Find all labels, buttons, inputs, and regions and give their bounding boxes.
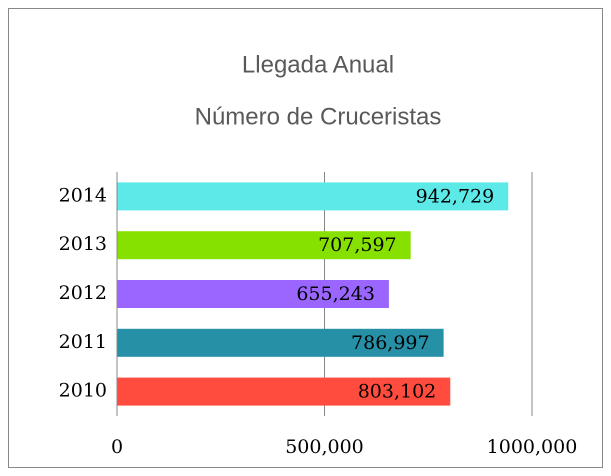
y-tick-label: 2010 [59,380,107,402]
bar [117,231,411,260]
y-tick-label: 2013 [59,233,107,255]
value-label: 655,243 [296,283,375,305]
bar [117,377,451,406]
y-tick-label: 2014 [59,184,107,206]
y-tick-label: 2011 [59,331,107,353]
bar [117,328,444,357]
chart-title: Llegada Anual [242,51,394,78]
x-tick-label: 500,000 [285,436,364,458]
x-tick-label: 1000,000 [487,436,578,458]
value-label: 786,997 [351,332,430,354]
x-tick-label: 0 [111,436,123,458]
value-label: 707,597 [318,234,397,256]
value-label: 803,102 [358,381,437,403]
chart-subtitle: Número de Cruceristas [195,103,442,130]
bar [117,182,509,211]
value-label: 942,729 [416,185,495,207]
y-tick-label: 2012 [59,282,107,304]
bar [117,280,389,308]
